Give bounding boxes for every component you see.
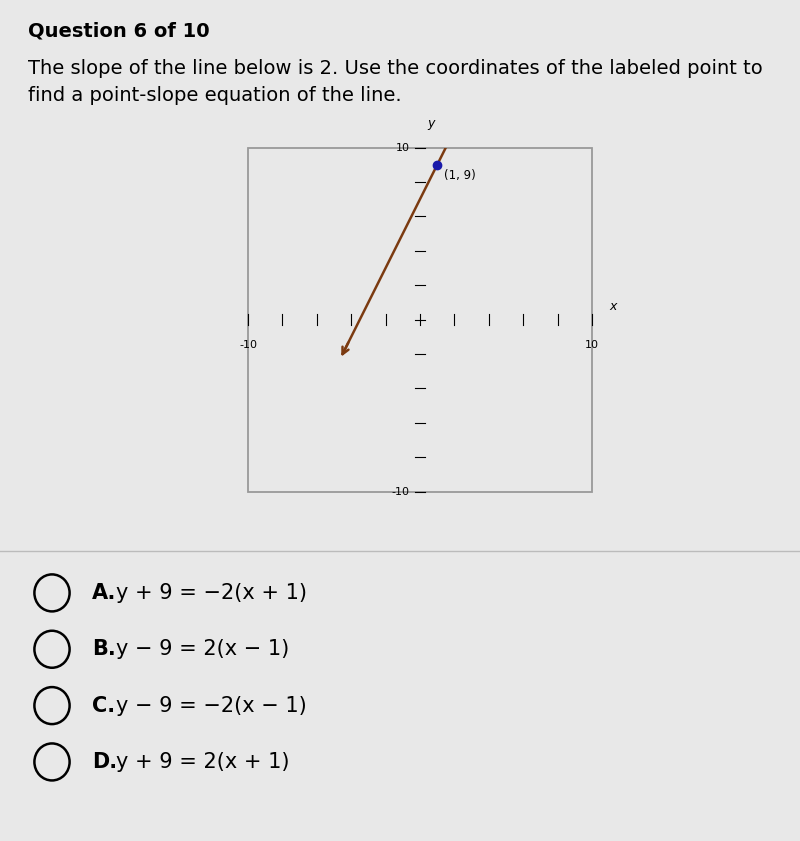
Text: 10: 10	[585, 341, 599, 350]
Text: y − 9 = −2(x − 1): y − 9 = −2(x − 1)	[116, 696, 306, 716]
Text: A.: A.	[92, 583, 116, 603]
Text: y − 9 = 2(x − 1): y − 9 = 2(x − 1)	[116, 639, 290, 659]
Text: D.: D.	[92, 752, 117, 772]
Text: -10: -10	[239, 341, 257, 350]
Text: x: x	[609, 299, 616, 313]
Text: -10: -10	[392, 487, 410, 496]
Text: y + 9 = −2(x + 1): y + 9 = −2(x + 1)	[116, 583, 307, 603]
Text: y: y	[427, 118, 434, 130]
Text: find a point-slope equation of the line.: find a point-slope equation of the line.	[28, 86, 402, 105]
Text: C.: C.	[92, 696, 115, 716]
Text: 10: 10	[396, 143, 410, 152]
Text: (1, 9): (1, 9)	[444, 168, 476, 182]
Text: B.: B.	[92, 639, 116, 659]
Text: Question 6 of 10: Question 6 of 10	[28, 21, 210, 40]
Text: The slope of the line below is 2. Use the coordinates of the labeled point to: The slope of the line below is 2. Use th…	[28, 59, 762, 78]
Text: y + 9 = 2(x + 1): y + 9 = 2(x + 1)	[116, 752, 290, 772]
